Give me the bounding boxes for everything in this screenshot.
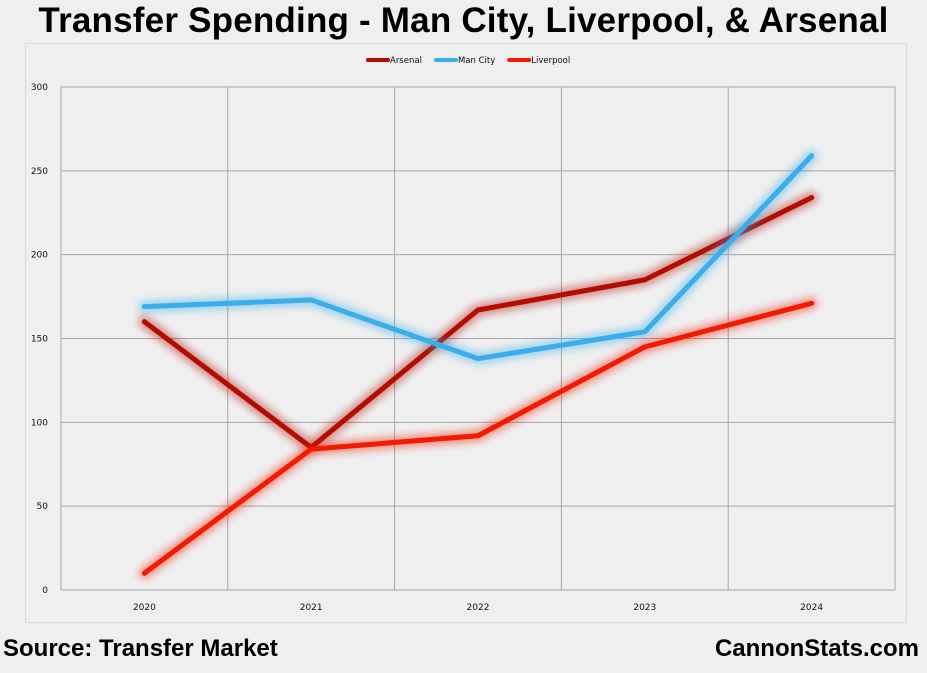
data-point-arsenal-2023 — [642, 277, 648, 283]
data-point-man-city-2024 — [809, 153, 815, 159]
x-axis-ticks: 2020 2021 2022 2023 2024 — [133, 603, 823, 613]
x-tick-label-2022: 2022 — [467, 603, 490, 613]
y-tick-label-50: 50 — [37, 502, 49, 512]
site-credit: CannonStats.com — [714, 635, 919, 662]
x-tick-label-2020: 2020 — [133, 603, 156, 613]
source-text: Source: Transfer Market — [3, 635, 278, 662]
grid-lines — [60, 86, 896, 591]
data-point-arsenal-2022 — [475, 307, 481, 313]
y-tick-label-150: 150 — [31, 335, 48, 345]
data-point-liverpool-2021 — [308, 446, 314, 452]
data-point-man-city-2022 — [475, 356, 481, 362]
x-tick-label-2024: 2024 — [800, 603, 823, 613]
y-tick-label-200: 200 — [31, 251, 48, 261]
data-point-liverpool-2024 — [809, 300, 815, 306]
data-point-man-city-2023 — [642, 329, 648, 335]
x-tick-label-2023: 2023 — [633, 603, 656, 613]
legend-label-man-city: Man City — [458, 56, 495, 66]
data-point-man-city-2021 — [308, 297, 314, 303]
chart-panel — [25, 43, 907, 623]
x-tick-label-2021: 2021 — [300, 603, 323, 613]
series-line-arsenal — [141, 195, 815, 450]
y-tick-label-300: 300 — [31, 83, 48, 93]
data-point-liverpool-2022 — [475, 433, 481, 439]
y-tick-label-100: 100 — [31, 418, 48, 428]
y-tick-label-250: 250 — [31, 167, 48, 177]
legend: Arsenal Man City Liverpool — [366, 56, 570, 66]
y-axis-ticks: 0 50 100 150 200 250 300 — [31, 83, 48, 596]
series-glow-liverpool — [138, 297, 818, 580]
legend-label-liverpool: Liverpool — [531, 56, 570, 66]
data-point-liverpool-2020 — [141, 570, 147, 576]
series-lines — [138, 149, 818, 580]
y-tick-label-0: 0 — [42, 586, 48, 596]
legend-label-arsenal: Arsenal — [390, 56, 422, 66]
series-glow-arsenal — [138, 191, 818, 454]
chart-title: Transfer Spending - Man City, Liverpool,… — [38, 1, 889, 40]
data-point-arsenal-2020 — [141, 319, 147, 325]
data-point-arsenal-2024 — [809, 195, 815, 201]
data-point-man-city-2020 — [141, 304, 147, 310]
data-point-liverpool-2023 — [642, 344, 648, 350]
